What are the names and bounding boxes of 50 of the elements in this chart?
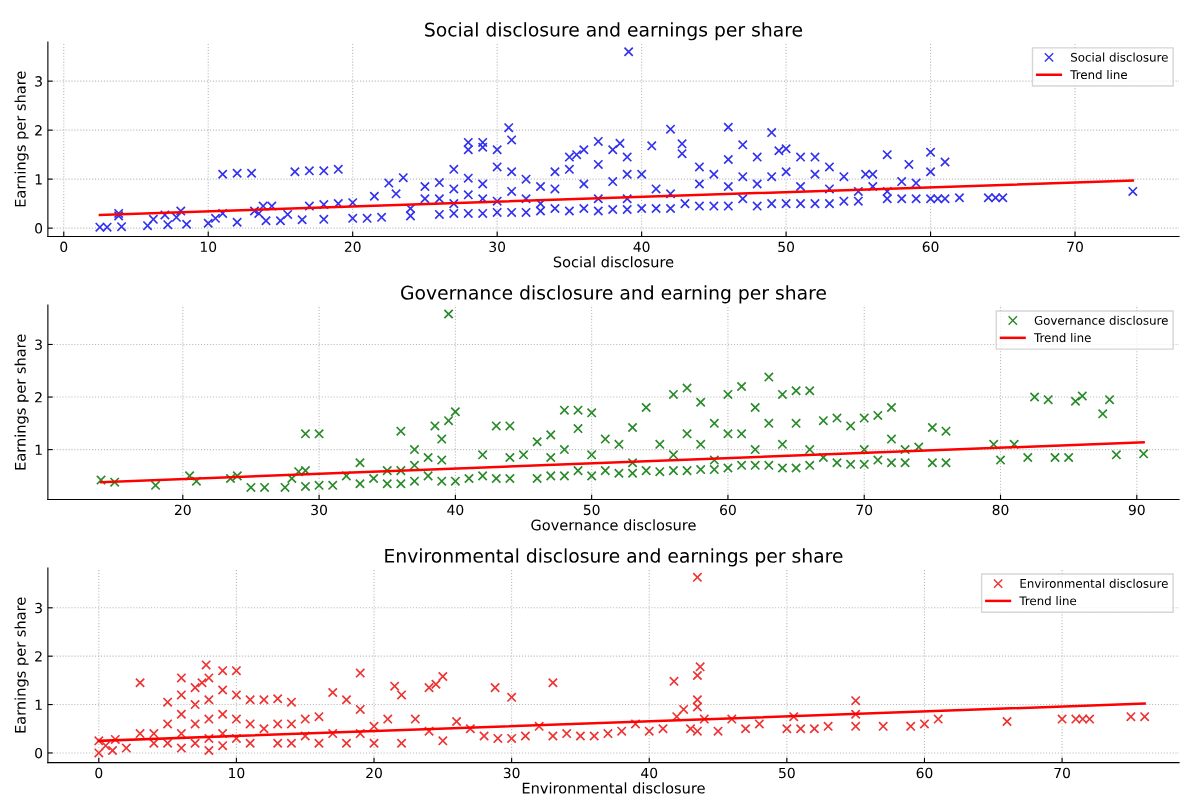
- x-tick-label: 40: [633, 241, 650, 253]
- x-tick-label: 20: [174, 504, 191, 516]
- y-tick-label: 0: [35, 747, 43, 759]
- x-tick-label: 30: [503, 767, 520, 779]
- x-tick-label: 50: [583, 504, 600, 516]
- legend-label: Trend line: [1034, 333, 1091, 343]
- x-tick-label: 50: [778, 241, 795, 253]
- y-tick-label: 3: [35, 339, 42, 350]
- y-tick-label: 2: [35, 125, 42, 136]
- y-axis-title: Earnings per share: [14, 597, 29, 733]
- y-axis-title: Earnings per share: [14, 334, 29, 470]
- y-tick-label: 1: [35, 444, 42, 455]
- y-tick-label: 3: [35, 602, 42, 614]
- legend-label: Social disclosure: [1071, 52, 1168, 62]
- x-tick-label: 70: [1054, 767, 1070, 779]
- y-tick-label: 2: [35, 651, 42, 662]
- y-tick-label: 3: [35, 76, 42, 87]
- x-tick-label: 40: [641, 767, 658, 779]
- x-tick-label: 60: [720, 504, 736, 516]
- y-tick-label: 2: [35, 392, 42, 403]
- y-tick-label: 1: [35, 174, 42, 185]
- x-tick-label: 80: [992, 504, 1009, 516]
- x-tick-label: 70: [856, 504, 873, 516]
- x-tick-label: 10: [229, 767, 245, 779]
- x-tick-label: 50: [779, 767, 795, 779]
- x-axis-title: Social disclosure: [553, 256, 674, 268]
- chart-title: Governance disclosure and earning per share: [401, 285, 826, 304]
- x-tick-label: 10: [200, 241, 217, 253]
- chart-title: Environmental disclosure and earnings per share: [385, 548, 843, 567]
- x-tick-label: 60: [916, 767, 933, 779]
- x-axis-title: Environmental disclosure: [522, 782, 705, 794]
- x-tick-label: 20: [344, 241, 361, 253]
- y-tick-label: 0: [35, 223, 43, 234]
- x-tick-label: 30: [489, 241, 506, 253]
- x-tick-label: 0: [95, 767, 103, 779]
- chart-title: Social disclosure and earnings per share: [425, 22, 803, 41]
- y-tick-label: 1: [35, 699, 42, 710]
- x-tick-label: 40: [447, 504, 464, 516]
- legend-label: Governance disclosure: [1034, 315, 1168, 325]
- x-axis-title: Governance disclosure: [531, 519, 696, 531]
- x-tick-label: 0: [60, 241, 68, 253]
- legend-label: Trend line: [1019, 596, 1077, 606]
- x-tick-label: 70: [1067, 241, 1083, 253]
- y-axis-title: Earnings per share: [14, 71, 29, 207]
- x-tick-label: 30: [311, 504, 327, 516]
- legend-label: Environmental disclosure: [1020, 578, 1168, 588]
- legend-label: Trend line: [1070, 69, 1127, 80]
- x-tick-label: 60: [922, 241, 939, 253]
- x-tick-label: 20: [366, 767, 382, 779]
- x-tick-label: 90: [1128, 504, 1145, 516]
